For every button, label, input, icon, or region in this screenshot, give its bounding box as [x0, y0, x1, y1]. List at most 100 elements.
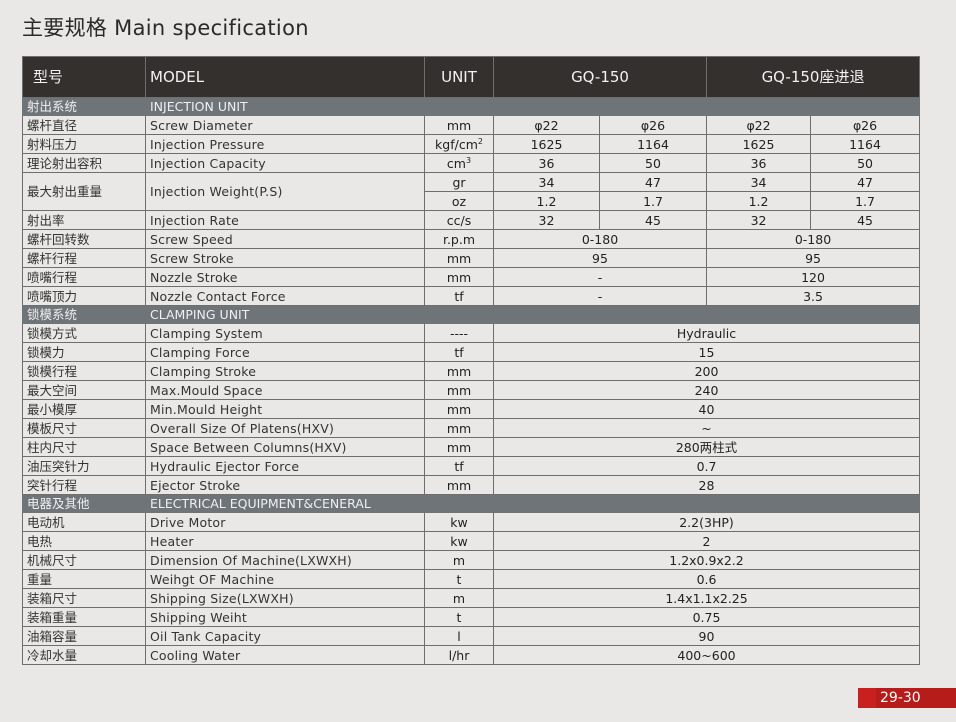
value-cell: φ22 [706, 115, 812, 135]
table-row: 冷却水量 Cooling Water l/hr 400~600 [22, 645, 921, 665]
row-unit: m [424, 588, 494, 608]
value-cell: 50 [598, 153, 708, 173]
table-row: 喷嘴行程 Nozzle Stroke mm - 120 [22, 267, 921, 287]
table-row: 锁模方式 Clamping System ---- Hydraulic [22, 323, 921, 343]
value-cell: 50 [810, 153, 921, 173]
unit-superscript: 2 [477, 136, 483, 146]
value-cell: ~ [492, 418, 921, 438]
value-cell: - [492, 267, 708, 287]
table-row: 模板尺寸 Overall Size Of Platens(HXV) mm ~ [22, 418, 921, 438]
value-cell: 1164 [598, 134, 708, 154]
value-cell: 1.2 [493, 191, 600, 211]
page-number-tab: 29-30 [858, 688, 956, 708]
row-unit: mm [424, 248, 494, 268]
row-cn: 锁模行程 [22, 361, 146, 381]
row-en: Clamping Force [145, 342, 425, 362]
row-en: Heater [145, 531, 425, 551]
value-cell: 45 [810, 210, 921, 230]
row-cn: 理论射出容积 [22, 153, 146, 173]
row-en: Screw Diameter [145, 115, 425, 135]
table-row: 装箱尺寸 Shipping Size(LXWXH) m 1.4x1.1x2.25 [22, 588, 921, 608]
value-cell: 36 [706, 153, 812, 173]
row-en: Injection Weight(P.S) [145, 172, 425, 211]
row-unit: cc/s [424, 210, 494, 230]
row-en: Injection Pressure [145, 134, 425, 154]
row-en: Max.Mould Space [145, 380, 425, 400]
header-model-b: GQ-150座进退 [706, 56, 921, 98]
row-unit: mm [424, 380, 494, 400]
value-cell: 1164 [810, 134, 921, 154]
row-unit: tf [424, 286, 494, 306]
header-model-a: GQ-150 [492, 56, 708, 98]
header-model: MODEL [145, 56, 425, 98]
value-cell: 47 [810, 172, 921, 192]
row-en: Weihgt OF Machine [145, 569, 425, 589]
row-cn: 射料压力 [22, 134, 146, 154]
header-unit: UNIT [424, 56, 494, 98]
page-title: 主要规格 Main specification [22, 16, 309, 40]
row-cn: 电动机 [22, 512, 146, 532]
row-cn: 装箱重量 [22, 607, 146, 627]
row-unit: mm [424, 361, 494, 381]
row-cn: 油箱容量 [22, 626, 146, 646]
section-clamping: 锁模系统 CLAMPING UNIT [22, 305, 921, 324]
table-row: 理论射出容积 Injection Capacity cm3 36 50 36 5… [22, 153, 921, 173]
row-cn: 锁模方式 [22, 323, 146, 343]
row-cn: 电热 [22, 531, 146, 551]
row-unit: l [424, 626, 494, 646]
row-cn: 装箱尺寸 [22, 588, 146, 608]
row-cn: 油压突针力 [22, 456, 146, 476]
row-cn: 模板尺寸 [22, 418, 146, 438]
row-en: Nozzle Contact Force [145, 286, 425, 306]
value-cell: 240 [492, 380, 921, 400]
row-unit: mm [424, 418, 494, 438]
value-cell: 2.2(3HP) [492, 512, 921, 532]
value-cell: φ26 [598, 115, 708, 135]
row-en: Drive Motor [145, 512, 425, 532]
table-header-row: 型号 MODEL UNIT GQ-150 GQ-150座进退 [22, 56, 921, 98]
row-unit: l/hr [424, 645, 494, 665]
row-en: Screw Speed [145, 229, 425, 249]
value-cell: 1.2 [706, 191, 812, 211]
value-cell: Hydraulic [492, 323, 921, 343]
value-cell: 1.7 [810, 191, 921, 211]
row-unit: kw [424, 531, 494, 551]
value-cell: 120 [706, 267, 921, 287]
row-cn: 机械尺寸 [22, 550, 146, 570]
value-cell: 32 [493, 210, 600, 230]
table-row: 喷嘴顶力 Nozzle Contact Force tf - 3.5 [22, 286, 921, 306]
row-cn: 冷却水量 [22, 645, 146, 665]
row-unit: tf [424, 456, 494, 476]
section-clamping-cn: 锁模系统 [22, 305, 146, 324]
row-unit: tf [424, 342, 494, 362]
value-cell: φ26 [810, 115, 921, 135]
table-row: 电热 Heater kw 2 [22, 531, 921, 551]
value-cell: 34 [493, 172, 600, 192]
row-cn: 喷嘴顶力 [22, 286, 146, 306]
row-unit: mm [424, 267, 494, 287]
table-row: 最大空间 Max.Mould Space mm 240 [22, 380, 921, 400]
value-cell: 36 [493, 153, 600, 173]
table-row: 锁模力 Clamping Force tf 15 [22, 342, 921, 362]
section-injection-cn: 射出系统 [22, 97, 146, 116]
value-cell: 0.75 [492, 607, 921, 627]
row-cn: 突针行程 [22, 475, 146, 495]
row-en: Oil Tank Capacity [145, 626, 425, 646]
row-cn: 螺杆回转数 [22, 229, 146, 249]
table-row: 最小模厚 Min.Mould Height mm 40 [22, 399, 921, 419]
value-cell: 90 [492, 626, 921, 646]
value-cell: φ22 [493, 115, 600, 135]
row-cn: 螺杆行程 [22, 248, 146, 268]
row-en: Overall Size Of Platens(HXV) [145, 418, 425, 438]
page-number: 29-30 [876, 688, 956, 708]
row-unit: t [424, 607, 494, 627]
section-electrical-en: ELECTRICAL EQUIPMENT&CENERAL [144, 494, 921, 513]
value-cell: 1.4x1.1x2.25 [492, 588, 921, 608]
row-en: Cooling Water [145, 645, 425, 665]
row-unit: ---- [424, 323, 494, 343]
section-electrical: 电器及其他 ELECTRICAL EQUIPMENT&CENERAL [22, 494, 921, 513]
row-unit: oz [424, 191, 494, 211]
unit-superscript: 3 [465, 155, 472, 165]
row-en: Shipping Size(LXWXH) [145, 588, 425, 608]
page-number-marker [858, 688, 876, 708]
